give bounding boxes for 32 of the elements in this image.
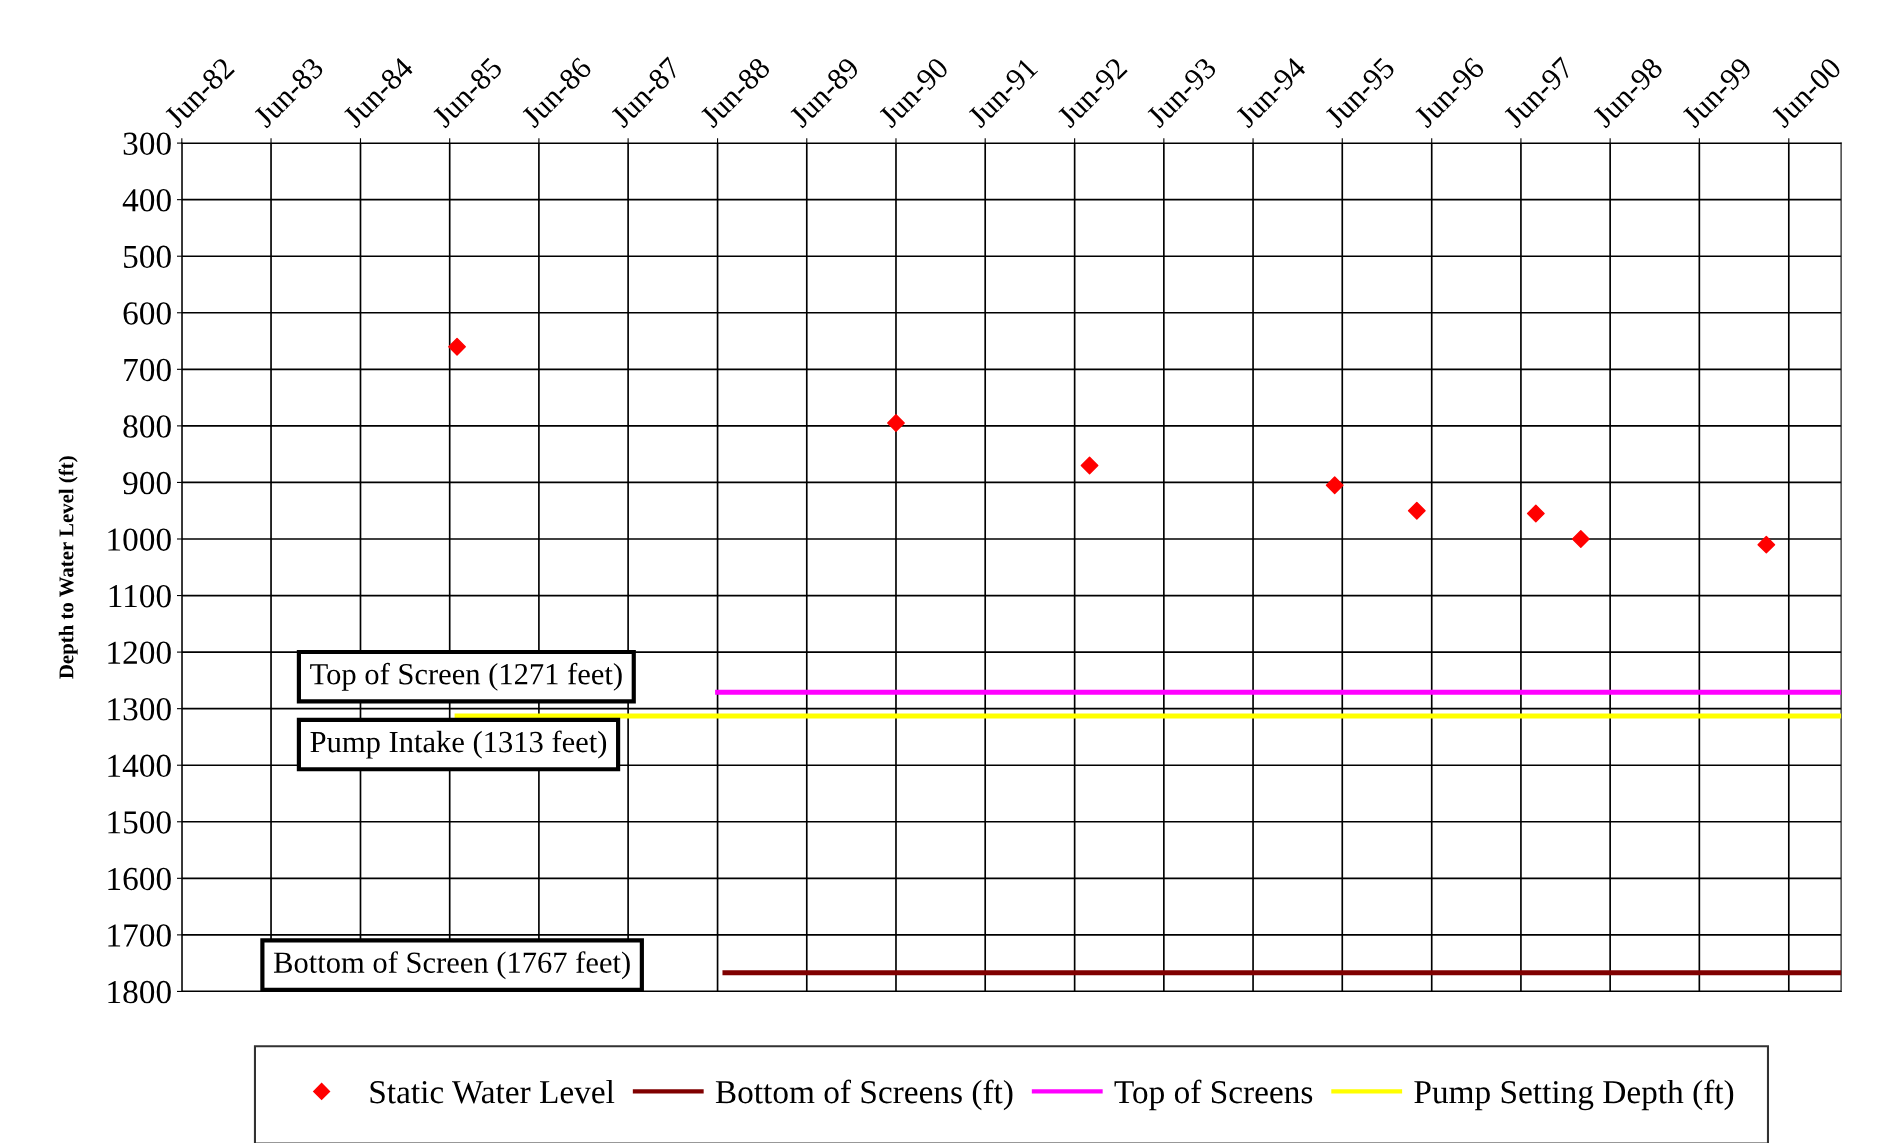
y-tick-label: 1200 bbox=[108, 641, 171, 664]
y-tick-label: 600 bbox=[123, 302, 171, 325]
point bbox=[1526, 504, 1545, 523]
point bbox=[1757, 535, 1776, 554]
annotation: Pump Intake (1313 feet) bbox=[310, 730, 607, 759]
y-tick-label: 400 bbox=[122, 189, 171, 212]
y-tick-label: 1600 bbox=[108, 867, 171, 891]
y-tick-label: 1100 bbox=[109, 584, 171, 608]
y-tick-label: 1400 bbox=[108, 754, 171, 778]
legend-label: Static Water Level bbox=[370, 1079, 615, 1104]
point bbox=[1571, 530, 1590, 548]
y-tick-label: 800 bbox=[123, 415, 171, 438]
legend-label: Pump Setting Depth (ft) bbox=[1414, 1079, 1734, 1111]
legend-label: Bottom of Screens (ft) bbox=[715, 1079, 1013, 1111]
point bbox=[1080, 456, 1099, 475]
point bbox=[1325, 476, 1344, 495]
point bbox=[887, 414, 905, 432]
y-tick-label: 1800 bbox=[108, 980, 171, 1004]
y-tick-label: 900 bbox=[123, 471, 171, 495]
point bbox=[1407, 501, 1426, 520]
legend-label: Top of Screens bbox=[1114, 1079, 1313, 1111]
y-axis-title: Depth to Water Level (ft) bbox=[58, 456, 78, 679]
y-tick-label: 1700 bbox=[108, 924, 171, 947]
y-tick-label: 1300 bbox=[108, 698, 171, 721]
y-tick-label: 1000 bbox=[108, 528, 171, 551]
y-tick-label: 300 bbox=[123, 132, 171, 155]
annotation: Top of Screen (1271 feet) bbox=[310, 662, 622, 691]
point bbox=[448, 337, 466, 356]
y-tick-label: 700 bbox=[124, 358, 171, 382]
annotation: Bottom of Screen (1767 feet) bbox=[273, 951, 630, 980]
y-tick-label: 1500 bbox=[108, 811, 171, 834]
y-tick-label: 500 bbox=[124, 245, 171, 269]
